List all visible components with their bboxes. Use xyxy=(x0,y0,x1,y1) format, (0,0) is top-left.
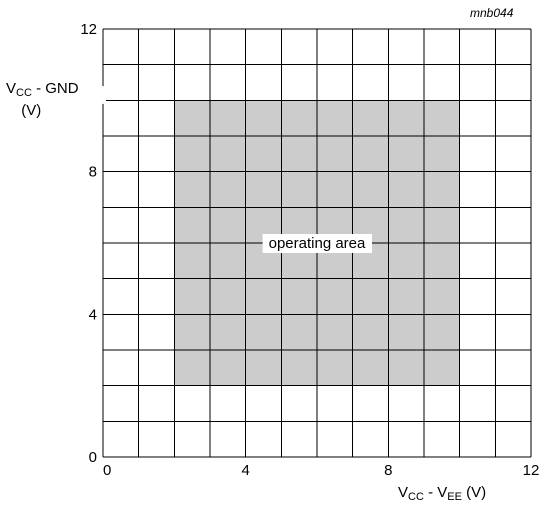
y-axis-label-unit: (V) xyxy=(21,102,42,119)
x-axis-label-sep: - xyxy=(423,484,438,501)
operating-area-label: operating area xyxy=(269,235,366,252)
y-axis-label-gap xyxy=(102,86,106,104)
x-axis-label-sub-a: CC xyxy=(408,491,424,503)
y-axis-label-sub-a: CC xyxy=(16,87,32,99)
x-tick-label: 0 xyxy=(103,462,111,479)
y-tick-label: 0 xyxy=(89,449,97,466)
figure-code: mnb044 xyxy=(470,6,514,20)
x-axis-label-var-b: V xyxy=(437,484,448,501)
x-tick-label: 12 xyxy=(523,462,540,479)
y-axis-label-line1: VCC - GND xyxy=(6,80,79,102)
x-axis-label-sub-b: EE xyxy=(447,491,462,503)
y-tick-label: 8 xyxy=(89,164,97,181)
x-tick-label: 4 xyxy=(241,462,249,479)
y-axis-label-sep: - xyxy=(31,80,46,97)
x-tick-label: 8 xyxy=(384,462,392,479)
x-axis-label-unit: (V) xyxy=(461,484,487,501)
x-axis-label: VCC - VEE (V) xyxy=(398,484,486,503)
y-axis-label-var-b: GND xyxy=(45,80,79,97)
y-axis-label-var-a: V xyxy=(6,80,17,97)
y-tick-label: 4 xyxy=(89,306,97,323)
y-axis-label: VCC - GND (V) xyxy=(6,80,79,120)
operating-area-label-background xyxy=(262,234,373,253)
x-axis-label-var-a: V xyxy=(398,484,409,501)
y-tick-label: 12 xyxy=(80,21,97,38)
